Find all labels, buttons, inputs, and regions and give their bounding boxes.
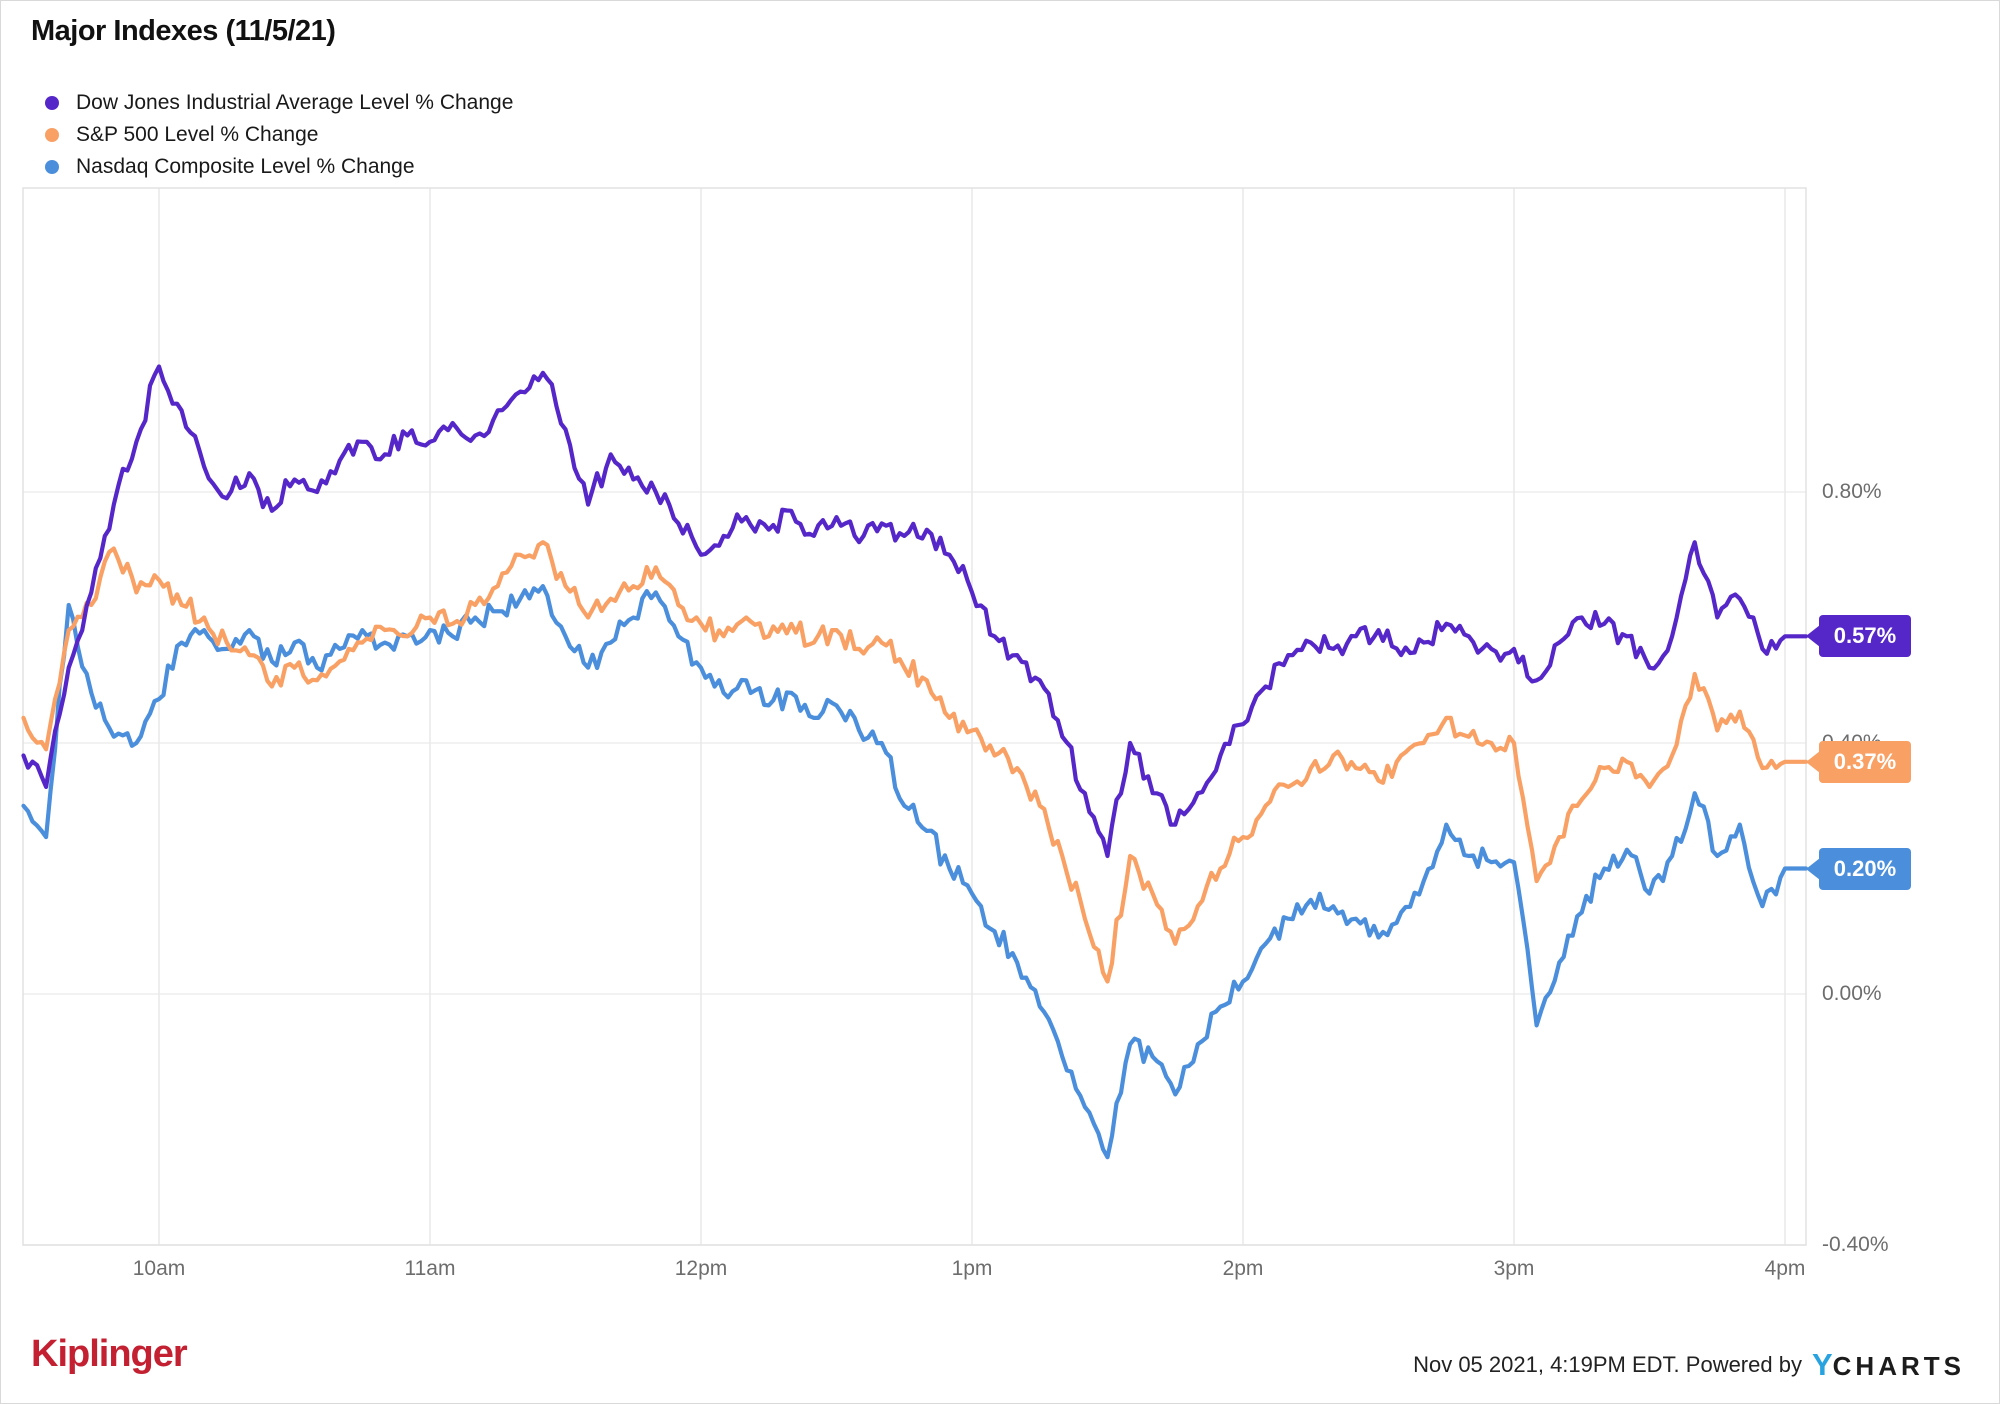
series-line-sp500	[21, 540, 1809, 984]
x-axis-tick-label: 4pm	[1764, 1257, 1806, 1280]
legend-label: S&P 500 Level % Change	[76, 123, 319, 146]
legend-dot-icon	[45, 160, 59, 174]
legend: Dow Jones Industrial Average Level % Cha…	[45, 87, 513, 183]
x-axis-tick-label: 3pm	[1493, 1257, 1535, 1280]
ycharts-logo-charts: CHARTS	[1832, 1351, 1965, 1381]
y-axis-tick-label: 0.80%	[1822, 480, 1882, 503]
x-axis-tick-label: 2pm	[1222, 1257, 1264, 1280]
y-axis-tick-label: 0.00%	[1822, 982, 1882, 1005]
end-value-tag-dow: 0.57%	[1819, 615, 1911, 658]
x-axis-tick-label: 10am	[132, 1257, 186, 1280]
x-axis-tick-label: 11am	[404, 1257, 456, 1280]
end-value-tag-sp500: 0.37%	[1819, 740, 1911, 783]
y-axis-tick-label: -0.40%	[1822, 1233, 1889, 1256]
end-value-tag-nasdaq: 0.20%	[1819, 847, 1911, 890]
x-axis-tick-label: 12pm	[674, 1257, 728, 1280]
kiplinger-logo: Kiplinger	[31, 1333, 188, 1375]
legend-dot-icon	[45, 128, 59, 142]
legend-label: Nasdaq Composite Level % Change	[76, 155, 415, 178]
legend-item[interactable]: S&P 500 Level % Change	[45, 119, 513, 151]
plot-border	[22, 187, 1807, 1246]
ycharts-logo: YCHARTS	[1812, 1347, 1965, 1383]
ycharts-logo-y: Y	[1811, 1347, 1833, 1382]
legend-label: Dow Jones Industrial Average Level % Cha…	[76, 91, 514, 114]
legend-item[interactable]: Nasdaq Composite Level % Change	[45, 151, 513, 183]
page-title: Major Indexes (11/5/21)	[31, 15, 336, 47]
attribution: Nov 05 2021, 4:19PM EDT. Powered by YCHA…	[1413, 1347, 1965, 1383]
series-line-dow	[21, 364, 1809, 859]
attribution-text: Nov 05 2021, 4:19PM EDT. Powered by	[1413, 1352, 1802, 1377]
legend-dot-icon	[45, 96, 59, 110]
series-line-nasdaq	[21, 583, 1809, 1160]
x-axis-tick-label: 1pm	[951, 1257, 993, 1280]
legend-item[interactable]: Dow Jones Industrial Average Level % Cha…	[45, 87, 513, 119]
